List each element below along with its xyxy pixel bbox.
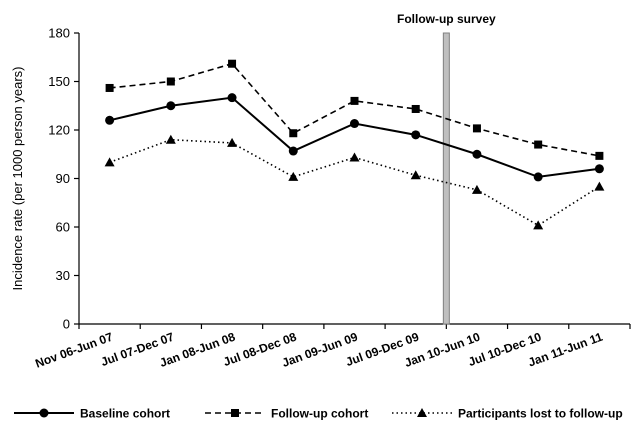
data-point [288, 172, 298, 181]
data-point [534, 141, 542, 149]
data-point [228, 60, 236, 68]
y-tick-label: 150 [48, 74, 70, 89]
data-point [472, 150, 481, 159]
y-axis-title: Incidence rate (per 1000 person years) [10, 66, 25, 290]
data-point [595, 152, 603, 160]
follow-up-survey-label: Follow-up survey [397, 12, 496, 26]
y-tick-label: 30 [56, 268, 70, 283]
data-point [289, 147, 298, 156]
data-point [350, 152, 360, 161]
annotation-group: Follow-up survey [397, 12, 496, 324]
y-tick-label: 60 [56, 220, 70, 235]
series-line [110, 98, 600, 177]
data-point [105, 116, 114, 125]
legend-item: Baseline cohort [14, 407, 170, 421]
series-triangle [105, 135, 605, 230]
data-point [412, 105, 420, 113]
y-tick-label: 90 [56, 171, 70, 186]
legend-label: Follow-up cohort [271, 407, 368, 421]
data-point [289, 129, 297, 137]
legend-marker [231, 409, 239, 417]
series-line [110, 64, 600, 156]
series-layer [105, 60, 605, 230]
data-point [227, 138, 237, 147]
legend-item: Participants lost to follow-up [392, 407, 623, 421]
data-point [595, 164, 604, 173]
legend-label: Baseline cohort [80, 407, 170, 421]
data-point [350, 119, 359, 128]
legend-marker [40, 409, 49, 418]
follow-up-survey-bar [443, 33, 449, 324]
data-point [105, 157, 115, 166]
data-point [533, 220, 543, 229]
legend-marker [417, 408, 427, 417]
legend-label: Participants lost to follow-up [458, 407, 623, 421]
series-circle [105, 93, 604, 181]
y-tick-label: 0 [63, 317, 70, 332]
y-tick-label: 180 [48, 26, 70, 41]
data-point [411, 170, 421, 179]
legend: Baseline cohort Follow-up cohort Participa… [14, 407, 623, 421]
data-point [228, 93, 237, 102]
data-point [106, 84, 114, 92]
data-point [594, 182, 604, 191]
data-point [167, 78, 175, 86]
data-point [411, 130, 420, 139]
data-point [166, 101, 175, 110]
data-point [534, 172, 543, 181]
series-square [106, 60, 604, 160]
data-point [351, 97, 359, 105]
legend-item: Follow-up cohort [205, 407, 368, 421]
y-tick-label: 120 [48, 123, 70, 138]
data-point [473, 124, 481, 132]
